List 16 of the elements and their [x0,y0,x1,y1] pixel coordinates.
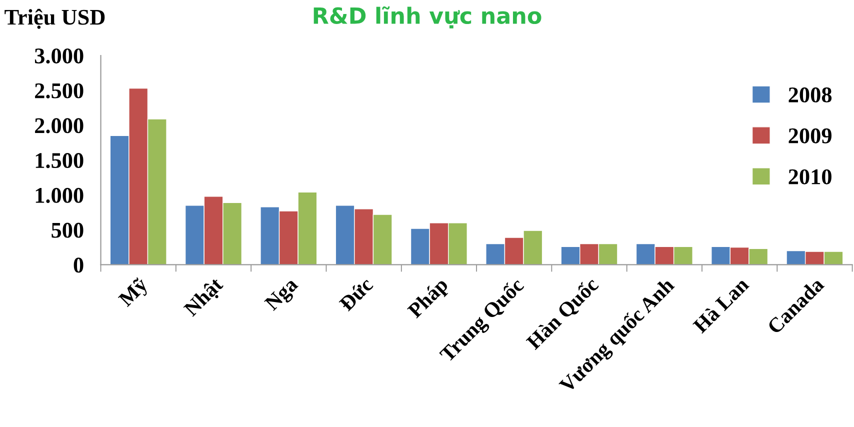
legend-label: 2009 [788,128,832,144]
y-tick-label: 2.500 [35,83,84,98]
legend-label: 2010 [788,169,832,184]
y-tick-label: 3.000 [34,48,84,64]
legend-label: 2008 [788,87,832,102]
y-tick-label: 1.500 [36,153,84,168]
y-tick-label: 0 [74,258,84,273]
x-tick-label: Mỹ [117,276,152,310]
y-tick-label: 500 [52,222,84,238]
chart-title: R&D lĩnh vực nano [314,6,542,28]
y-axis-title: Triệu USD [4,8,105,29]
y-tick-label: 1.000 [36,188,84,204]
x-tick-label: Hà Lan [692,276,750,334]
x-tick-label: Nga [264,276,302,314]
y-tick-label: 2.000 [35,118,84,134]
x-tick-label: Đức [338,276,374,312]
